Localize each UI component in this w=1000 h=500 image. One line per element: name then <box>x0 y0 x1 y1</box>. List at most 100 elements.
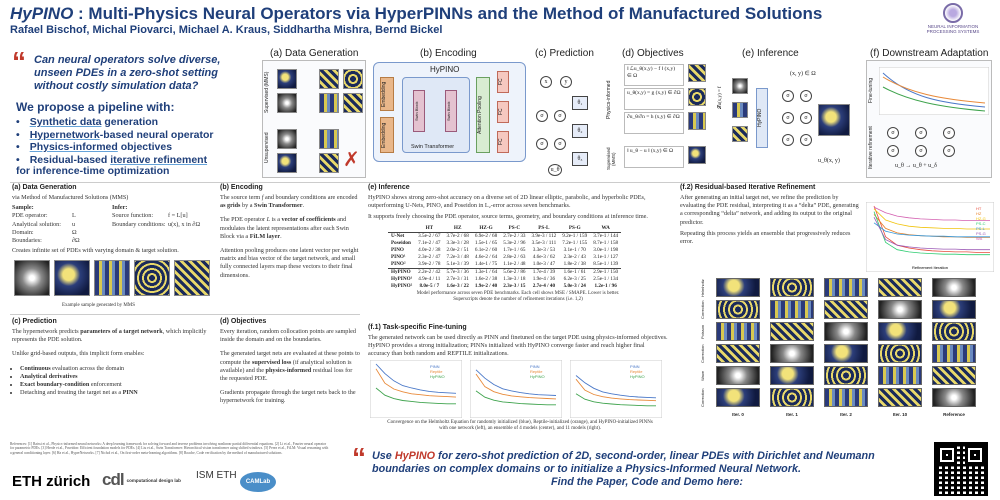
grid-column-label: Reference <box>943 412 965 417</box>
sigma-node: σ <box>887 127 899 139</box>
table-cell: 9.2e-1 / 159 <box>562 233 588 240</box>
quote-icon: “ <box>12 46 26 77</box>
text-run: The generated target nets are evaluated … <box>220 350 360 366</box>
caption-line: Convergence on the Helmholtz Equation fo… <box>387 420 653 425</box>
section-encoding: (b) Encoding The source term f and bound… <box>220 184 360 280</box>
objective-term: ‖ ℒu_θ(x,y) − f ‖ (x,y) ∈ Ω <box>624 64 684 86</box>
grid-thumbnail <box>716 388 760 407</box>
table-cell: 3.1e-1 / 70 <box>563 247 586 254</box>
fc-block: FC <box>497 71 509 93</box>
table-cell: 1.1e-2 / 48 <box>503 261 526 268</box>
mms-key: PDE operator: <box>12 212 48 220</box>
table-row-label: PINO² <box>391 261 406 268</box>
grid-thumbnail <box>716 366 760 385</box>
bullet-item: Continuous evaluation across the domain <box>20 365 212 373</box>
example-thumbnail <box>174 260 210 297</box>
series-line-ht <box>873 205 990 253</box>
grid-thumbnail <box>932 300 976 319</box>
sigma-node: σ <box>536 110 548 122</box>
supervised-label: Supervised (MMS) <box>264 71 270 113</box>
mms-value: u <box>72 220 76 228</box>
section-objectives: (d) Objectives Every iteration, random c… <box>220 318 360 406</box>
table-cell: 2.7e-4 / 40 <box>532 283 556 290</box>
plot-frame <box>570 360 662 418</box>
swin-transformer-label: Swin Transformer <box>411 144 455 150</box>
section-divider <box>10 314 360 315</box>
infer-heading: Infer: <box>112 204 128 212</box>
section-paragraph: Gradients propagate through the target n… <box>220 389 356 405</box>
objective-term: ‖ u_θ − u ‖ (x,y) ∈ Ω <box>624 146 684 168</box>
call-to-action: Use HyPINO for zero-shot prediction of 2… <box>372 450 922 489</box>
table-cell: 2.3e-2 / 43 <box>563 254 586 261</box>
domain-thumbnail <box>277 153 297 173</box>
grid-column-label: Iter. 2 <box>840 412 852 417</box>
legend-entry: HZ <box>976 211 982 216</box>
table-cell: 8.7e-1 / 158 <box>593 240 619 247</box>
table-row-label: HyPINO² <box>391 283 413 290</box>
table-cell: 7.2e-3 / 48 <box>446 254 469 261</box>
panel-title-d: (d) Objectives <box>622 48 684 59</box>
figure-caption: Convergence on the Helmholtz Equation fo… <box>380 420 660 432</box>
table-cell: 1.3e-3 / 18 <box>503 276 526 283</box>
table-column-header: PS-C <box>500 224 529 233</box>
text-run: by a <box>240 202 255 210</box>
cdl-logo: cdl computational design lab <box>102 470 181 490</box>
cross-icon: ✗ <box>343 147 360 171</box>
fine-tuning-label: Fine-tuning <box>868 77 874 103</box>
grid-column-label: Iter. 0 <box>732 412 744 417</box>
table-cell: 4.9e-4 / 11 <box>418 276 441 283</box>
sigma-node: σ <box>943 145 955 157</box>
section-heading: (b) Encoding <box>220 184 263 191</box>
solution-thumbnail <box>343 93 363 113</box>
sigma-node: σ <box>554 110 566 122</box>
text-run: The PDE operator <box>220 216 267 224</box>
table-cell: 5.1e-3 / 39 <box>446 261 469 268</box>
hypino-label: HyPINO <box>430 65 460 74</box>
text-run: , which implicitly represents the PDE so… <box>12 328 207 344</box>
source-thumbnail <box>319 129 339 149</box>
cta-text: Find the Paper, Code and Demo here: <box>551 476 743 488</box>
pipeline-highlight: Synthetic data <box>29 116 102 128</box>
table-cell: 3.3e-3 / 53 <box>532 247 556 254</box>
text-run-bold: FiLM layer <box>249 232 281 240</box>
chart-series-group <box>873 205 990 256</box>
mms-key: Boundaries: <box>12 237 42 245</box>
grid-thumbnail <box>824 300 868 319</box>
output-node: u_θ <box>548 164 562 176</box>
legend-entry: PS-L <box>976 226 986 231</box>
table-caption: Superscripts denote the number of refine… <box>453 296 583 302</box>
objective-thumbnail <box>688 64 706 82</box>
mms-value: L <box>72 212 76 220</box>
pipeline-highlight: Hypernetwork <box>29 128 100 141</box>
grid-thumbnail <box>770 278 814 297</box>
table-cell: 6.9e-2 / 68 <box>474 233 498 240</box>
section-paragraph: Repeating this process yields an ensembl… <box>680 229 851 246</box>
text-run-bold: physics-informed <box>265 366 312 374</box>
panel-title-e: (e) Inference <box>742 48 799 59</box>
series-line-hypino <box>475 390 556 406</box>
table-cell: 2.7e-3 / 31 <box>446 276 469 283</box>
table-cell: 5.7e-3 / 36 <box>443 267 472 276</box>
series-line-hz-g <box>873 208 990 230</box>
supervised-objective-label: Supervised (MMS) <box>606 147 616 171</box>
ism-logo: ISM ETH <box>196 470 237 481</box>
pipeline-item: Physics-informed objectives <box>16 141 261 154</box>
grid-row-label: Poisson <box>700 324 705 340</box>
swin-block: Swin Block <box>445 90 457 132</box>
grid-column-label: Iter. 10 <box>892 412 908 417</box>
text-run: f <box>261 194 264 201</box>
pipeline-item: Synthetic data generation <box>16 116 261 129</box>
legend-entry: PINN <box>530 364 540 369</box>
qr-code-icon[interactable] <box>934 442 988 496</box>
cta-highlight: HyPINO <box>394 450 436 462</box>
section-inference: (e) Inference HyPINO shows strong zero-s… <box>368 184 668 303</box>
table-cell: 2.9e-1 / 150 <box>590 267 622 276</box>
fc-block: FC <box>497 101 509 123</box>
table-cell: 1.6e-1 / 61 <box>559 267 591 276</box>
example-thumbnail <box>134 260 170 297</box>
text-run: The hypernetwork predicts <box>12 328 81 335</box>
grid-thumbnail <box>878 278 922 297</box>
swin-block: Swin Block <box>413 90 425 132</box>
legend-entry: Reptile <box>430 369 443 374</box>
objective-term: u_θ(x,y) = g (x,y) ∈ ∂Ω <box>624 88 684 110</box>
